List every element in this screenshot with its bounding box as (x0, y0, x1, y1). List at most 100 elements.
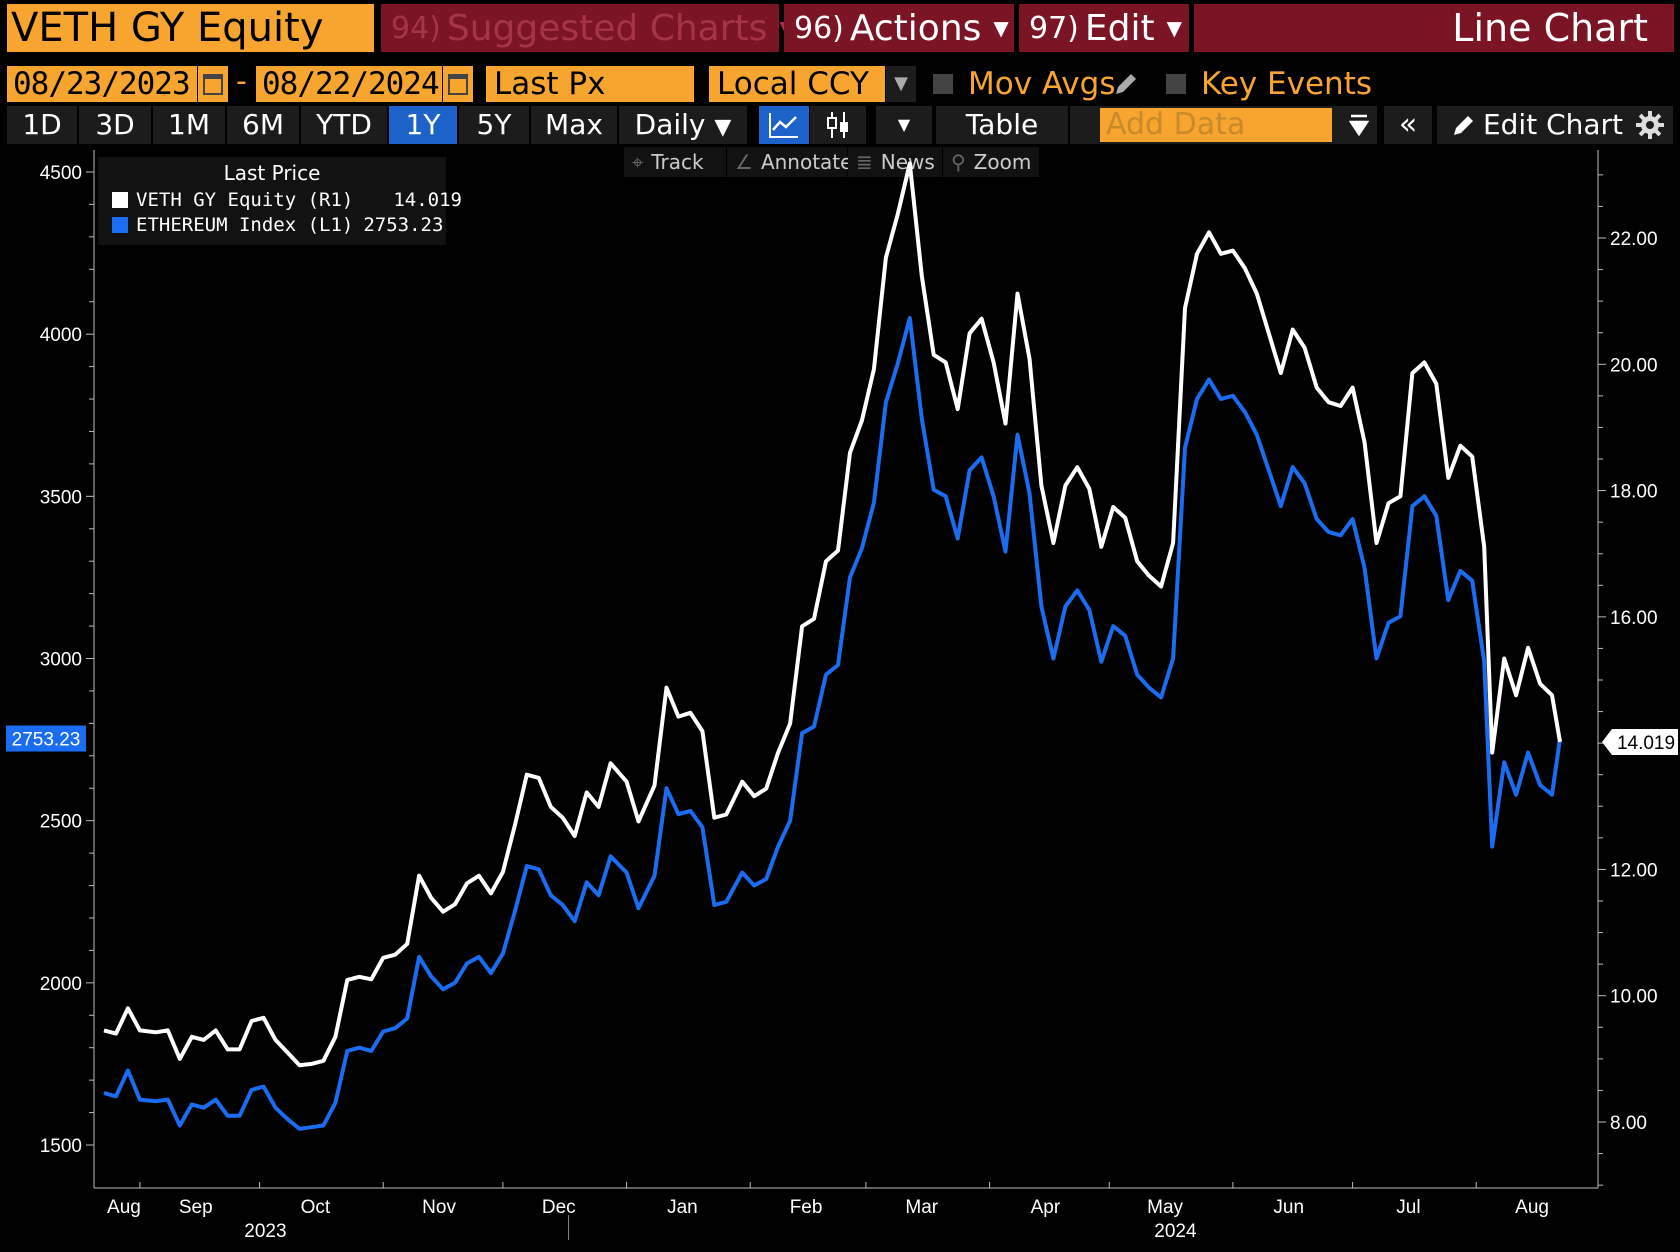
x-axis-month-label: Aug (1515, 1197, 1549, 1218)
x-axis-month-label: Aug (107, 1197, 141, 1218)
chart-labels: 1500 2000 2500 3000 3500 4000 4500 8.00 10.00 12.… (6, 163, 1678, 1242)
left-axis-tick-label: 3500 (40, 487, 82, 508)
crosshair-icon: ⌖ (632, 150, 644, 174)
x-axis-year-label: 2023 (244, 1221, 286, 1242)
period-1y-button[interactable]: 1Y (389, 106, 457, 144)
left-axis-tick-label: 2500 (40, 812, 82, 833)
period-1m-button[interactable]: 1M (153, 106, 225, 144)
calendar-icon[interactable] (443, 66, 473, 102)
ethereum-index-line (103, 316, 1562, 1131)
frequency-label: Daily (634, 108, 706, 141)
x-axis-month-label: Nov (422, 1197, 456, 1218)
collapse-left-icon[interactable]: « (1384, 106, 1432, 144)
period-1d-button[interactable]: 1D (7, 106, 77, 144)
x-axis-month-label: May (1147, 1197, 1183, 1218)
suggested-charts-label: Suggested Charts (446, 7, 768, 49)
period-5y-button[interactable]: 5Y (459, 106, 529, 144)
left-axis-tick-label: 4500 (40, 163, 82, 184)
mov-avgs-label[interactable]: Mov Avgs (968, 66, 1116, 102)
chevron-down-icon: ▼ (993, 16, 1009, 40)
right-axis-tick-label: 12.00 (1610, 860, 1658, 881)
left-axis-tick-label: 3000 (40, 650, 82, 671)
x-axis-month-label: Apr (1031, 1197, 1061, 1218)
period-max-button[interactable]: Max (531, 106, 617, 144)
x-axis-month-label: Sep (179, 1197, 213, 1218)
legend-series-value: 2753.23 (363, 214, 444, 236)
left-last-value-text: 2753.23 (12, 730, 81, 751)
key-events-label[interactable]: Key Events (1201, 66, 1373, 102)
period-3d-button[interactable]: 3D (79, 106, 151, 144)
currency-selector[interactable]: Local CCY (709, 66, 885, 102)
right-axis-tick-label: 20.00 (1610, 355, 1658, 376)
table-button[interactable]: Table (936, 106, 1068, 144)
left-axis-tick-label: 2000 (40, 974, 82, 995)
x-axis-month-label: Feb (790, 1197, 823, 1218)
date-range-row: 08/23/2023 - 08/22/2024 Last Px Local CC… (0, 64, 1680, 104)
suggested-charts-menu: 94) Suggested Charts ▼ (381, 4, 795, 52)
right-last-value-badge (1602, 728, 1678, 755)
x-axis-month-label: Oct (301, 1197, 331, 1218)
actions-menu-button[interactable]: 96) Actions ▼ (784, 4, 1014, 52)
edit-chart-label: Edit Chart (1482, 108, 1624, 141)
right-axis-tick-label: 18.00 (1610, 482, 1658, 503)
track-tool[interactable]: ⌖ Track (624, 147, 726, 177)
x-axis-month-label: Jan (667, 1197, 698, 1218)
line-chart-icon[interactable] (759, 106, 809, 144)
frequency-dropdown[interactable]: Daily ▼ (619, 106, 747, 144)
chevron-down-icon: ▼ (1166, 16, 1182, 40)
legend-series-name: ETHEREUM Index (L1) (136, 214, 354, 236)
edit-menu-button[interactable]: 97) Edit ▼ (1019, 4, 1189, 52)
legend-row-ethereum: ETHEREUM Index (L1) 2753.23 (112, 214, 443, 236)
left-axis-tick-label: 4000 (40, 325, 82, 346)
left-axis-tick-label: 1500 (40, 1136, 82, 1157)
gear-icon[interactable] (1627, 106, 1673, 144)
right-axis-tick-label: 16.00 (1610, 608, 1658, 629)
legend-title: Last Price (223, 161, 321, 185)
security-ticker-field[interactable]: VETH GY Equity (7, 4, 374, 52)
pencil-icon (1453, 116, 1473, 135)
edit-label: Edit (1084, 7, 1155, 49)
candlestick-icon[interactable] (810, 106, 866, 144)
annotate-tool[interactable]: ∠ Annotate (727, 147, 852, 177)
date-separator: - (236, 64, 247, 99)
chart-type-title: Line Chart (1194, 4, 1674, 52)
annotate-icon: ∠ (735, 150, 753, 174)
right-axis-tick-label: 10.00 (1610, 987, 1658, 1008)
x-axis-year-label: 2024 (1154, 1221, 1197, 1242)
veth-equity-line (103, 161, 1562, 1068)
edit-number: 97) (1029, 10, 1079, 46)
price-field-selector[interactable]: Last Px (486, 66, 694, 102)
left-last-value-badge (6, 725, 86, 752)
add-data-input[interactable]: Add Data (1100, 108, 1332, 142)
chart-axes (86, 150, 1606, 1240)
zoom-tool[interactable]: ⚲ Zoom (943, 147, 1039, 177)
legend-series-name: VETH GY Equity (R1) (136, 189, 354, 211)
search-icon: ⚲ (951, 150, 966, 174)
end-date-field[interactable]: 08/22/2024 (256, 66, 442, 102)
period-6m-button[interactable]: 6M (227, 106, 299, 144)
annotate-label: Annotate (760, 150, 853, 174)
edit-chart-button[interactable]: Edit Chart (1437, 106, 1637, 144)
chevron-down-icon: ▼ (714, 115, 732, 140)
news-icon: ≣ (856, 150, 873, 174)
actions-number: 96) (794, 10, 844, 46)
x-axis-month-label: Mar (905, 1197, 938, 1218)
news-tool[interactable]: ≣ News (848, 147, 942, 177)
right-axis-tick-label: 22.00 (1610, 229, 1658, 250)
start-date-field[interactable]: 08/23/2023 (7, 66, 197, 102)
key-events-checkbox[interactable] (1166, 74, 1186, 94)
pencil-icon[interactable] (1112, 70, 1140, 98)
chevron-down-icon[interactable]: ▼ (886, 66, 916, 102)
right-axis-tick-label: 8.00 (1610, 1113, 1647, 1134)
legend-series-value: 14.019 (393, 189, 462, 211)
chevron-down-icon[interactable]: ▼ (876, 106, 932, 144)
mov-avgs-checkbox[interactable] (933, 74, 953, 94)
actions-label: Actions (849, 7, 982, 49)
calendar-icon[interactable] (198, 66, 228, 102)
right-last-value-text: 14.019 (1617, 733, 1675, 754)
x-axis-month-label: Jul (1396, 1197, 1420, 1218)
filter-icon[interactable] (1341, 106, 1377, 144)
legend-row-veth: VETH GY Equity (R1) 14.019 (112, 189, 462, 211)
period-ytd-button[interactable]: YTD (301, 106, 387, 144)
